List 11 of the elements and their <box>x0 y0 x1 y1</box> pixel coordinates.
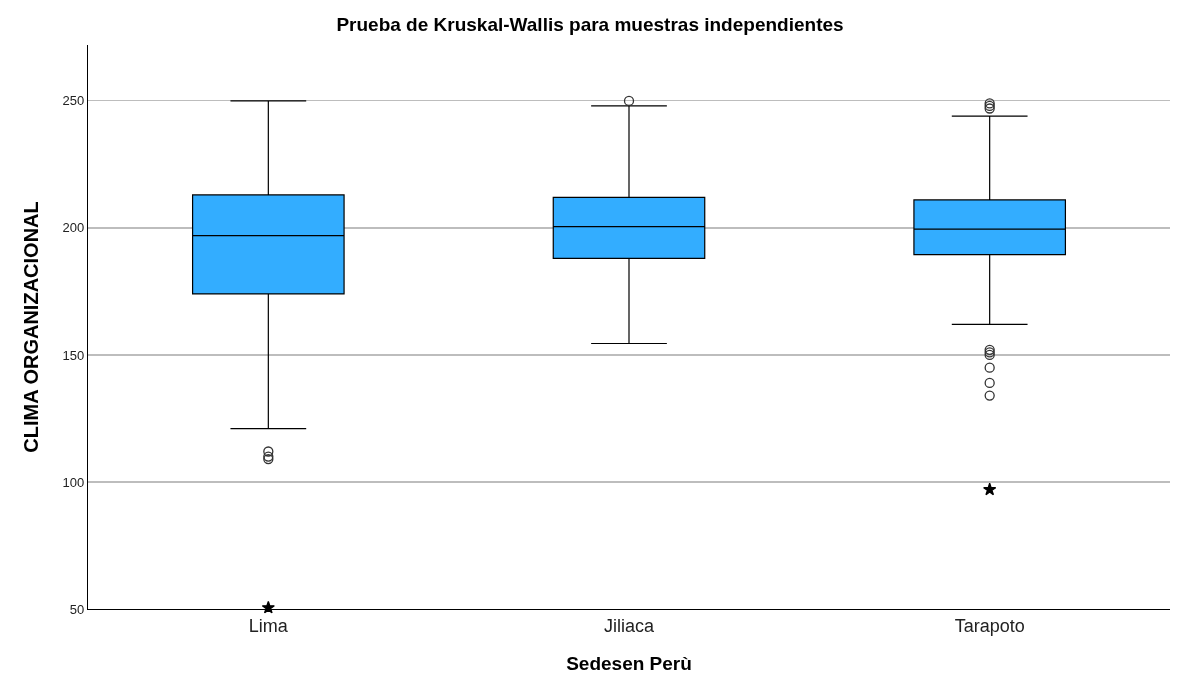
x-axis-title: Sedesen Perù <box>566 653 692 675</box>
y-tick-label: 150 <box>62 347 85 363</box>
x-tick-label: Tarapoto <box>954 615 1025 636</box>
x-tick-label: Jiliaca <box>603 615 655 636</box>
y-axis-title: CLIMA ORGANIZACIONAL <box>20 201 43 453</box>
y-tick-label: 50 <box>69 601 85 617</box>
y-tick-label: 250 <box>62 93 85 109</box>
y-tick-label: 100 <box>62 474 85 490</box>
chart-title: Prueba de Kruskal-Wallis para muestras independientes <box>336 13 844 35</box>
y-tick-label: 200 <box>62 220 85 236</box>
x-tick-label: Lima <box>248 615 289 636</box>
